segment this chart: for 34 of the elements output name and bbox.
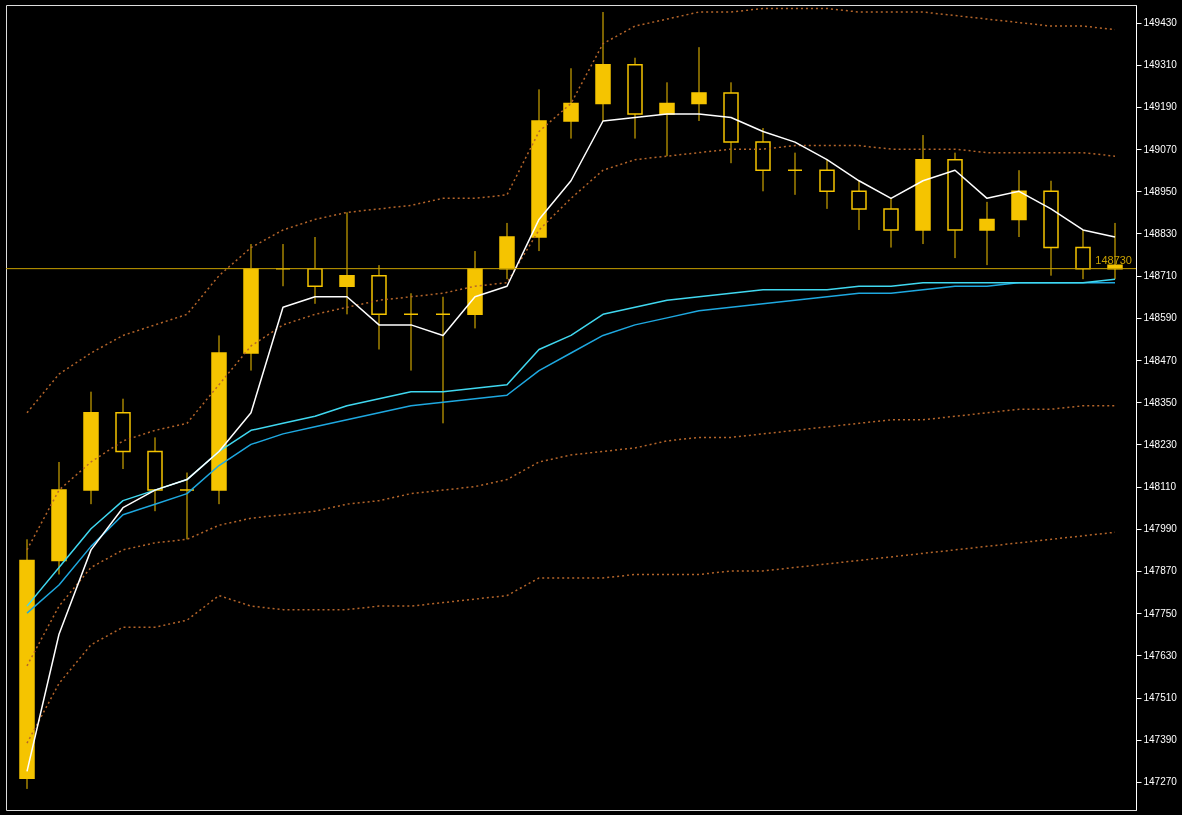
y-tick-label: 147750 <box>1143 607 1178 619</box>
y-tick-label: 148710 <box>1143 270 1178 282</box>
y-tick-label: 147270 <box>1143 776 1178 788</box>
candlestick <box>787 152 803 196</box>
candlestick <box>883 197 899 249</box>
candlestick <box>435 296 451 424</box>
candlestick <box>179 472 195 540</box>
y-tick-label: 148230 <box>1143 438 1178 450</box>
y-tick-label: 149430 <box>1143 17 1178 29</box>
y-tick-label: 148830 <box>1143 227 1178 239</box>
candlestick <box>563 67 579 140</box>
candlestick <box>851 180 867 231</box>
y-tick-label: 148470 <box>1143 354 1178 366</box>
y-tick-label: 148950 <box>1143 185 1178 197</box>
y-tick-label: 149070 <box>1143 143 1178 155</box>
line-series <box>26 404 1116 667</box>
y-tick-label: 149310 <box>1143 59 1178 71</box>
y-tick-label: 147630 <box>1143 649 1178 661</box>
y-tick-label: 148590 <box>1143 312 1178 324</box>
y-tick-label: 149190 <box>1143 101 1178 113</box>
y-tick-label: 147390 <box>1143 734 1178 746</box>
y-tick-label: 148350 <box>1143 396 1178 408</box>
candlestick <box>307 236 323 305</box>
candlestick <box>979 201 995 266</box>
candlestick <box>819 159 835 210</box>
candlestick <box>403 292 419 372</box>
candlestick <box>659 81 675 157</box>
y-tick-label: 147510 <box>1143 692 1178 704</box>
candlestick <box>691 46 707 122</box>
y-tick-label: 148110 <box>1143 481 1177 493</box>
candlestick <box>1075 229 1091 280</box>
y-tick-label: 147870 <box>1143 565 1178 577</box>
y-tick-label: 147990 <box>1143 523 1178 535</box>
candlestick <box>339 211 355 315</box>
